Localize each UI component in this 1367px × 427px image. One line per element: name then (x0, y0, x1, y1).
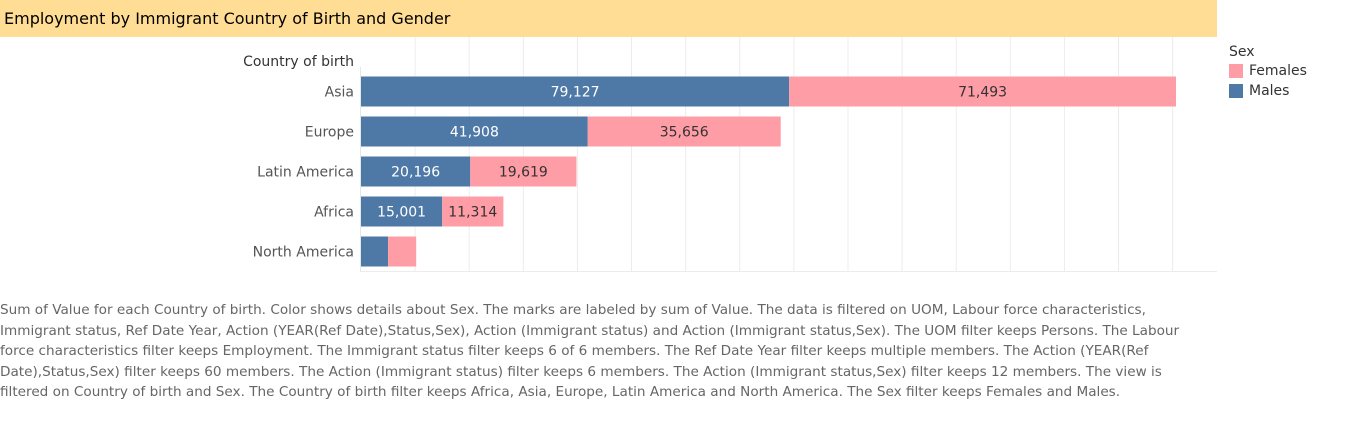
category-label-north-america: North America (253, 245, 354, 261)
data-label-males-latin-america: 20,196 (391, 165, 440, 181)
bar-males-africa (361, 196, 443, 227)
data-label-females-europe: 35,656 (660, 125, 709, 141)
bar-males-asia (361, 76, 790, 107)
title-bar: Employment by Immigrant Country of Birth… (0, 0, 1217, 37)
chart-title: Employment by Immigrant Country of Birth… (4, 9, 451, 28)
legend-title: Sex (1229, 44, 1255, 60)
bar-chart: Country of birth Asia 79,127 71,493 Europe 41… (243, 37, 1217, 272)
bar-females-africa (442, 196, 504, 227)
legend-label-females: Females (1249, 63, 1307, 79)
legend-label-males: Males (1249, 83, 1290, 99)
bar-males-europe (361, 116, 588, 147)
legend-item-females[interactable]: Females (1229, 61, 1307, 81)
data-label-females-asia: 71,493 (958, 85, 1007, 101)
category-label-latin-america: Latin America (257, 165, 354, 181)
data-label-males-africa: 15,001 (377, 205, 426, 221)
chart-caption: Sum of Value for each Country of birth. … (0, 302, 1180, 400)
data-label-males-asia: 79,127 (551, 85, 600, 101)
legend-swatch-males (1229, 84, 1243, 98)
bar-males-latin-america (361, 156, 471, 187)
bar-females-europe (587, 116, 781, 147)
legend-swatch-females (1229, 64, 1243, 78)
category-label-africa: Africa (314, 205, 354, 221)
bar-males-north-america (361, 236, 389, 267)
bar-females-latin-america (470, 156, 577, 187)
bar-females-asia (789, 76, 1176, 107)
data-label-females-africa: 11,314 (448, 205, 497, 221)
category-label-asia: Asia (325, 85, 354, 101)
category-label-europe: Europe (305, 125, 354, 141)
data-label-females-latin-america: 19,619 (499, 165, 548, 181)
y-axis-title: Country of birth (243, 54, 354, 70)
data-label-males-europe: 41,908 (450, 125, 499, 141)
legend: Sex Females Males (1229, 44, 1307, 101)
legend-item-males[interactable]: Males (1229, 81, 1307, 101)
bar-females-north-america (388, 236, 417, 267)
